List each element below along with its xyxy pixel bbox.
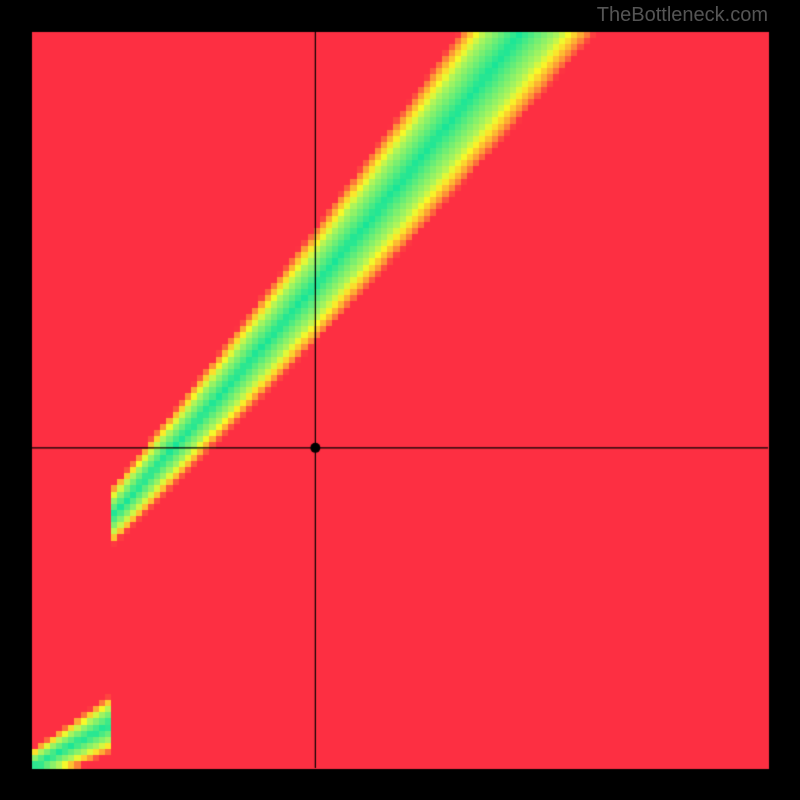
watermark-text: TheBottleneck.com (597, 4, 768, 27)
bottleneck-heatmap-canvas (0, 0, 800, 800)
